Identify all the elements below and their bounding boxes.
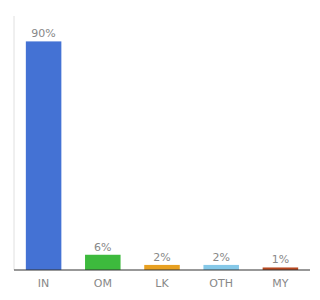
- x-tick-label: OTH: [209, 277, 233, 290]
- x-tick-label: MY: [272, 277, 288, 290]
- bar: [85, 255, 121, 270]
- bar: [203, 265, 239, 270]
- x-tick-label: LK: [155, 277, 169, 290]
- data-label: 2%: [212, 251, 229, 264]
- data-label: 6%: [94, 241, 111, 254]
- data-label: 90%: [31, 27, 55, 40]
- x-tick-label: IN: [38, 277, 49, 290]
- y-axis-line: [14, 16, 15, 270]
- bars: [26, 41, 298, 270]
- page: {"chart_data": {"type": "bar", "categori…: [0, 0, 320, 300]
- bar: [26, 41, 62, 270]
- chart: 90% 6% 2% 2% 1% IN OM LK OTH MY: [0, 0, 320, 300]
- data-label: 1%: [272, 253, 289, 266]
- x-axis-line: [14, 269, 310, 270]
- data-label: 2%: [153, 251, 170, 264]
- x-tick-label: OM: [94, 277, 112, 290]
- chart-container: 90% 6% 2% 2% 1% IN OM LK OTH MY: [0, 0, 320, 300]
- bar: [144, 265, 180, 270]
